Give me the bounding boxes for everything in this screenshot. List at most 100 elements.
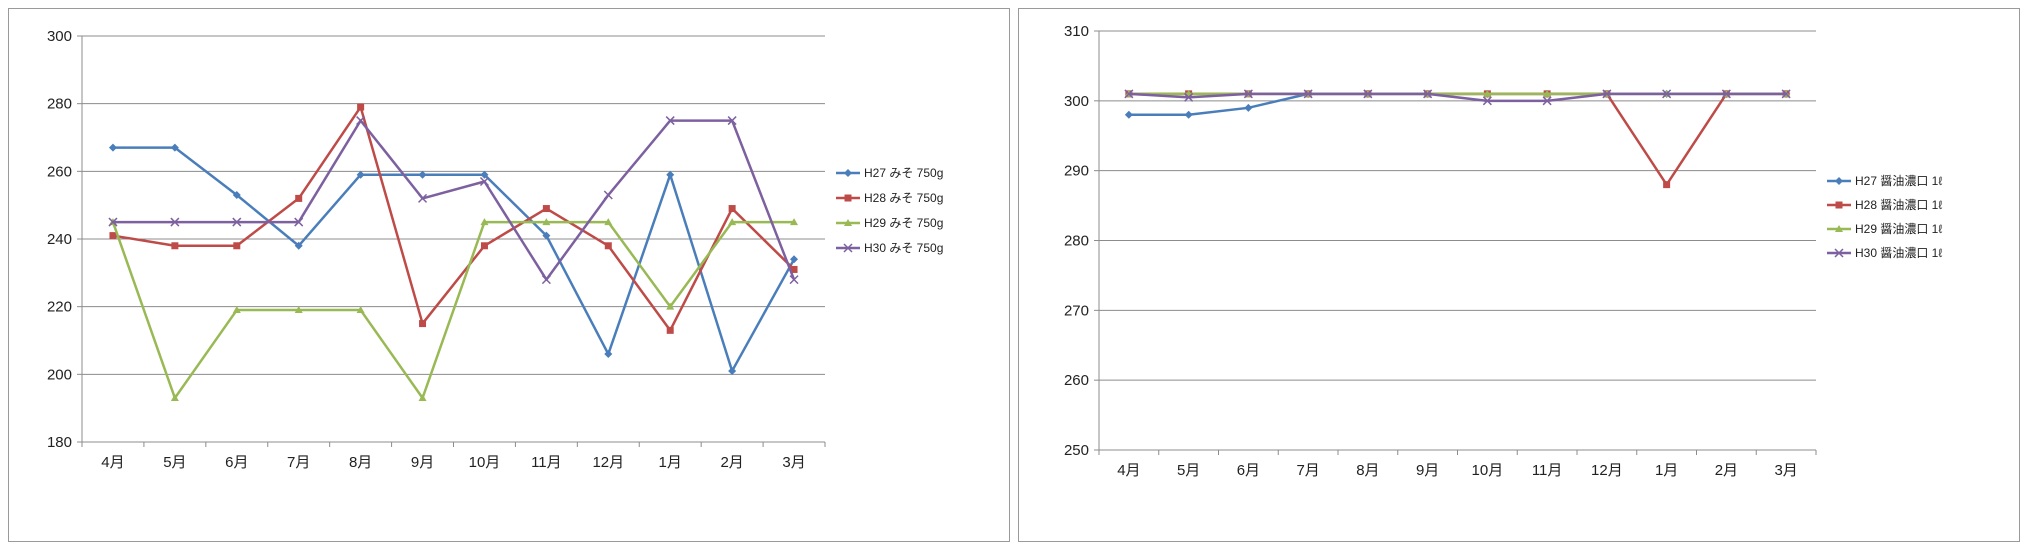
data-point <box>170 394 179 402</box>
data-point <box>542 218 551 226</box>
x-tick-label: 9月 <box>411 454 434 471</box>
legend-marker <box>844 169 852 177</box>
series-group <box>1125 90 1790 189</box>
data-point <box>233 242 241 250</box>
data-point <box>1721 89 1731 99</box>
series-group <box>108 116 799 285</box>
x-tick-label: 5月 <box>163 454 186 471</box>
data-point <box>666 326 674 334</box>
data-point <box>542 205 550 213</box>
data-point <box>1663 181 1671 189</box>
data-point <box>109 232 117 240</box>
legend-label: H30 醤油濃口 1ℓ <box>1855 245 1942 260</box>
series-group <box>108 143 799 375</box>
x-tick-label: 10月 <box>469 454 501 471</box>
y-tick-label: 260 <box>1064 372 1089 389</box>
x-tick-label: 7月 <box>287 454 310 471</box>
data-point <box>1303 89 1313 99</box>
data-point <box>356 170 365 179</box>
y-tick-label: 300 <box>47 28 72 45</box>
legend-marker <box>1834 248 1844 258</box>
data-point <box>294 217 304 227</box>
y-tick-label: 280 <box>1064 233 1089 250</box>
data-point <box>728 205 736 213</box>
data-point <box>170 143 179 152</box>
y-tick-label: 180 <box>47 434 72 451</box>
data-point <box>108 143 117 152</box>
legend-label: H27 醤油濃口 1ℓ <box>1855 173 1942 188</box>
x-tick-label: 12月 <box>592 454 624 471</box>
soy-sauce-chart-svg: 250 260 270 280 290 300 310 4月 5月 6月 7月 8月 9月 10月 11月 1… <box>1064 23 1942 479</box>
legend-label: H27 みそ 750g <box>864 166 943 180</box>
data-point <box>232 306 241 314</box>
x-tick-label: 10月 <box>1472 462 1504 479</box>
legend-label: H29 醤油濃口 1ℓ <box>1855 221 1942 236</box>
x-tick-label: 11月 <box>1532 462 1563 479</box>
data-point <box>1423 89 1433 99</box>
legend-marker <box>1835 177 1843 185</box>
data-point <box>728 366 737 375</box>
legend-label: H29 みそ 750g <box>864 216 943 230</box>
y-tick-label: 220 <box>47 299 72 316</box>
data-point <box>1243 89 1253 99</box>
data-point <box>666 302 675 310</box>
legend-entry: H28 みそ 750g <box>836 191 943 205</box>
data-point <box>418 394 427 402</box>
y-tick-label: 240 <box>47 231 72 248</box>
legend-entry: H29 醤油濃口 1ℓ <box>1827 221 1942 236</box>
miso-chart-svg: 180 200 220 240 260 280 300 4月 5月 6月 7月 8月 9月 10月 11月 1… <box>47 28 943 471</box>
y-tick-label: 290 <box>1064 163 1089 180</box>
soy-sauce-price-chart: 250 260 270 280 290 300 310 4月 5月 6月 7月 8月 9月 10月 11月 1… <box>1018 8 2020 542</box>
legend-entry: H30 みそ 750g <box>836 241 943 255</box>
series-line <box>1128 92 1787 103</box>
data-point <box>1542 96 1552 106</box>
data-point <box>480 242 488 250</box>
series-line <box>112 105 795 332</box>
x-tick-label: 11月 <box>531 454 562 471</box>
legend-marker <box>843 243 853 253</box>
data-point <box>1543 89 1552 97</box>
data-point <box>294 306 303 314</box>
data-point <box>1244 103 1253 112</box>
y-tick-label: 250 <box>1064 442 1089 459</box>
x-tick-label: 2月 <box>1715 462 1738 479</box>
y-tick-label: 280 <box>47 96 72 113</box>
x-tick-label: 2月 <box>720 454 743 471</box>
data-point <box>356 306 365 314</box>
x-tick-label: 8月 <box>349 454 372 471</box>
data-point <box>479 176 489 187</box>
data-point <box>665 116 675 126</box>
data-point <box>232 217 242 227</box>
legend-marker <box>1835 225 1843 232</box>
data-point <box>541 275 551 285</box>
x-tick-label: 4月 <box>1117 462 1140 479</box>
data-point <box>356 116 366 126</box>
data-point <box>790 265 798 273</box>
x-tick-label: 3月 <box>1774 462 1797 479</box>
data-point <box>1483 89 1492 97</box>
data-point <box>419 320 427 328</box>
x-tick-label: 4月 <box>101 454 124 471</box>
data-point <box>604 242 612 250</box>
legend-marker <box>844 219 852 226</box>
data-point <box>171 242 179 250</box>
x-tick-label: 9月 <box>1416 462 1439 479</box>
legend-label: H28 みそ 750g <box>864 191 943 205</box>
series-line <box>112 119 796 281</box>
legend-marker <box>1835 201 1843 209</box>
y-tick-label: 300 <box>1064 93 1089 110</box>
data-point <box>418 193 428 203</box>
series-group <box>109 103 798 334</box>
data-point <box>789 275 799 285</box>
x-tick-label: 3月 <box>782 454 805 471</box>
x-tick-label: 8月 <box>1356 462 1379 479</box>
x-tick-label: 1月 <box>1655 462 1678 479</box>
data-point <box>1602 89 1612 99</box>
data-point <box>603 190 613 200</box>
data-point <box>542 231 551 240</box>
data-point <box>295 194 303 202</box>
data-point <box>1124 110 1133 119</box>
data-point <box>357 103 365 111</box>
data-point <box>1781 89 1791 99</box>
legend-label: H30 みそ 750g <box>864 241 943 255</box>
